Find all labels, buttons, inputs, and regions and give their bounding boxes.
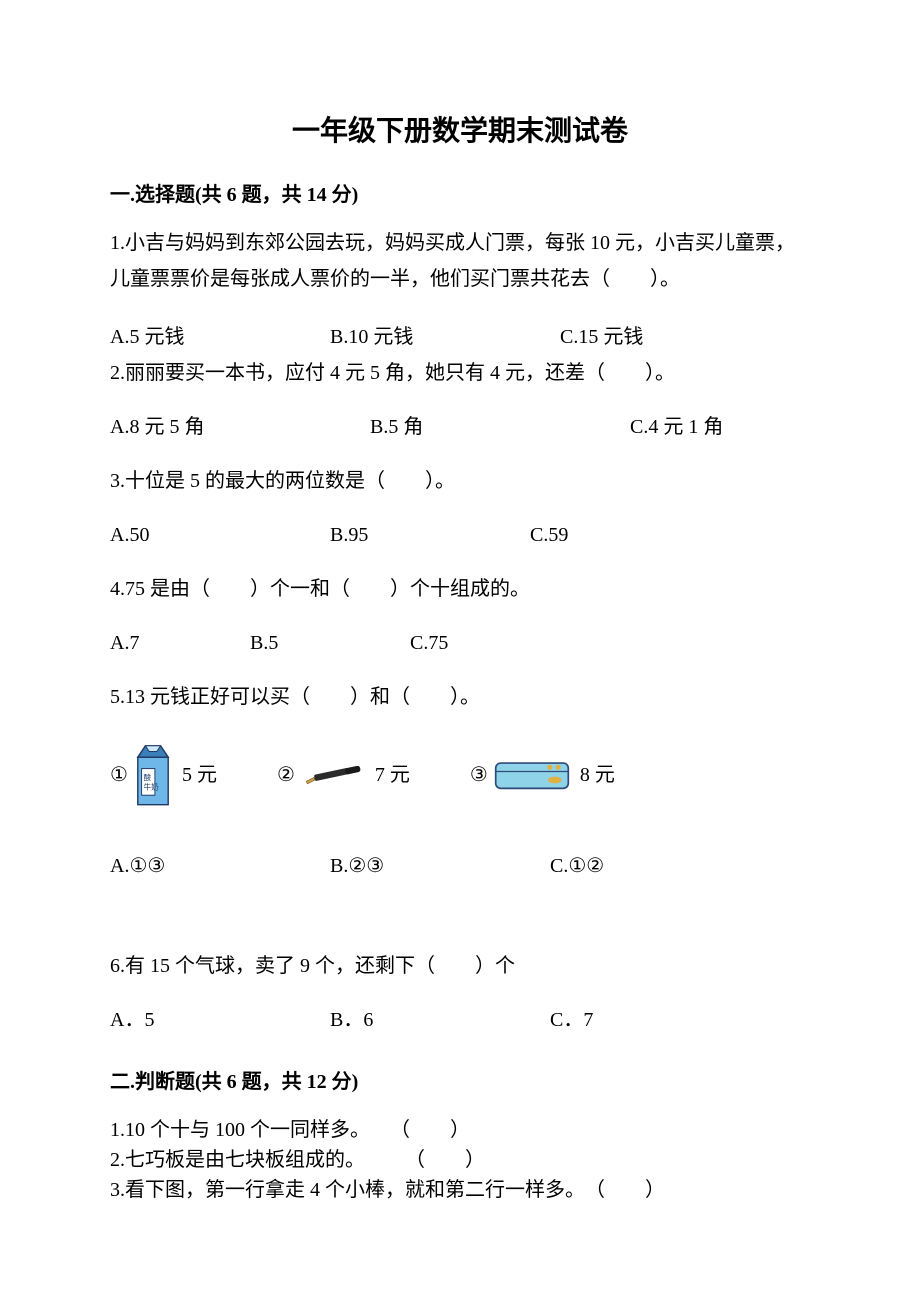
tf-q2-text: 2.七巧板是由七块板组成的。 （ ） — [110, 1145, 485, 1175]
q5-item-1-price: 5 元 — [182, 760, 217, 790]
pencil-case-icon — [494, 758, 570, 792]
question-6-text: 6.有 15 个气球，卖了 9 个，还剩下（ ）个 — [110, 951, 810, 981]
question-5-text: 5.13 元钱正好可以买（ ）和（ ）。 — [110, 682, 810, 712]
q5-item-3-num: ③ — [470, 760, 488, 790]
question-2: 2.丽丽要买一本书，应付 4 元 5 角，她只有 4 元，还差（ ）。 A.8 … — [110, 358, 810, 442]
question-5: 5.13 元钱正好可以买（ ）和（ ）。 ① 酸 牛奶 5 元 ② 7 元 — [110, 682, 810, 881]
q6-option-b: B．6 — [330, 1005, 550, 1035]
q5-item-3: ③ 8 元 — [470, 758, 615, 792]
tf-question-1: 1.10 个十与 100 个一同样多。 （ ） — [110, 1115, 810, 1145]
section-1-header: 一.选择题(共 6 题，共 14 分) — [110, 180, 810, 210]
tf-question-3: 3.看下图，第一行拿走 4 个小棒，就和第二行一样多。 （ ） — [110, 1175, 810, 1205]
q3-option-a: A.50 — [110, 520, 330, 550]
q2-option-a: A.8 元 5 角 — [110, 412, 370, 442]
q5-item-2: ② 7 元 — [277, 760, 410, 790]
q4-option-c: C.75 — [410, 628, 448, 658]
question-2-text: 2.丽丽要买一本书，应付 4 元 5 角，她只有 4 元，还差（ ）。 — [110, 358, 810, 388]
tf-q3-text: 3.看下图，第一行拿走 4 个小棒，就和第二行一样多。 （ ） — [110, 1175, 665, 1205]
q1-option-c: C.15 元钱 — [560, 322, 643, 352]
svg-text:牛奶: 牛奶 — [143, 782, 159, 792]
q6-option-c: C．7 — [550, 1005, 593, 1035]
q6-option-a: A．5 — [110, 1005, 330, 1035]
tf-q1-text: 1.10 个十与 100 个一同样多。 （ ） — [110, 1115, 470, 1145]
question-1: 1.小吉与妈妈到东郊公园去玩，妈妈买成人门票，每张 10 元，小吉买儿童票， 儿… — [110, 228, 810, 352]
tf-question-2: 2.七巧板是由七块板组成的。 （ ） — [110, 1145, 810, 1175]
q5-item-1-num: ① — [110, 760, 128, 790]
q3-option-b: B.95 — [330, 520, 530, 550]
question-2-options: A.8 元 5 角 B.5 角 C.4 元 1 角 — [110, 412, 810, 442]
q5-item-2-price: 7 元 — [375, 760, 410, 790]
q1-option-a: A.5 元钱 — [110, 322, 330, 352]
q5-option-a: A.①③ — [110, 851, 330, 881]
q5-option-c: C.①② — [550, 851, 604, 881]
milk-carton-icon: 酸 牛奶 — [134, 742, 172, 809]
question-4: 4.75 是由（ ）个一和（ ）个十组成的。 A.7 B.5 C.75 — [110, 574, 810, 658]
fountain-pen-icon — [301, 766, 365, 785]
q1-option-b: B.10 元钱 — [330, 322, 560, 352]
q4-option-b: B.5 — [250, 628, 410, 658]
q5-option-b: B.②③ — [330, 851, 550, 881]
question-4-options: A.7 B.5 C.75 — [110, 628, 810, 658]
question-1-line2: 儿童票票价是每张成人票价的一半，他们买门票共花去（ ）。 — [110, 264, 810, 294]
q2-option-b: B.5 角 — [370, 412, 630, 442]
svg-text:酸: 酸 — [143, 772, 151, 782]
question-3-text: 3.十位是 5 的最大的两位数是（ ）。 — [110, 466, 810, 496]
question-3: 3.十位是 5 的最大的两位数是（ ）。 A.50 B.95 C.59 — [110, 466, 810, 550]
section-2-header: 二.判断题(共 6 题，共 12 分) — [110, 1067, 810, 1097]
question-6-options: A．5 B．6 C．7 — [110, 1005, 810, 1035]
question-5-images: ① 酸 牛奶 5 元 ② 7 元 ③ — [110, 742, 810, 809]
q5-item-1: ① 酸 牛奶 5 元 — [110, 742, 217, 809]
q4-option-a: A.7 — [110, 628, 250, 658]
question-4-text: 4.75 是由（ ）个一和（ ）个十组成的。 — [110, 574, 810, 604]
question-3-options: A.50 B.95 C.59 — [110, 520, 810, 550]
question-5-options: A.①③ B.②③ C.①② — [110, 851, 810, 881]
question-1-line1: 1.小吉与妈妈到东郊公园去玩，妈妈买成人门票，每张 10 元，小吉买儿童票， — [110, 228, 810, 258]
question-6: 6.有 15 个气球，卖了 9 个，还剩下（ ）个 A．5 B．6 C．7 — [110, 951, 810, 1035]
page-title: 一年级下册数学期末测试卷 — [110, 110, 810, 152]
q2-option-c: C.4 元 1 角 — [630, 412, 723, 442]
question-1-options: A.5 元钱 B.10 元钱 C.15 元钱 — [110, 322, 810, 352]
q3-option-c: C.59 — [530, 520, 568, 550]
q5-item-3-price: 8 元 — [580, 760, 615, 790]
q5-item-2-num: ② — [277, 760, 295, 790]
